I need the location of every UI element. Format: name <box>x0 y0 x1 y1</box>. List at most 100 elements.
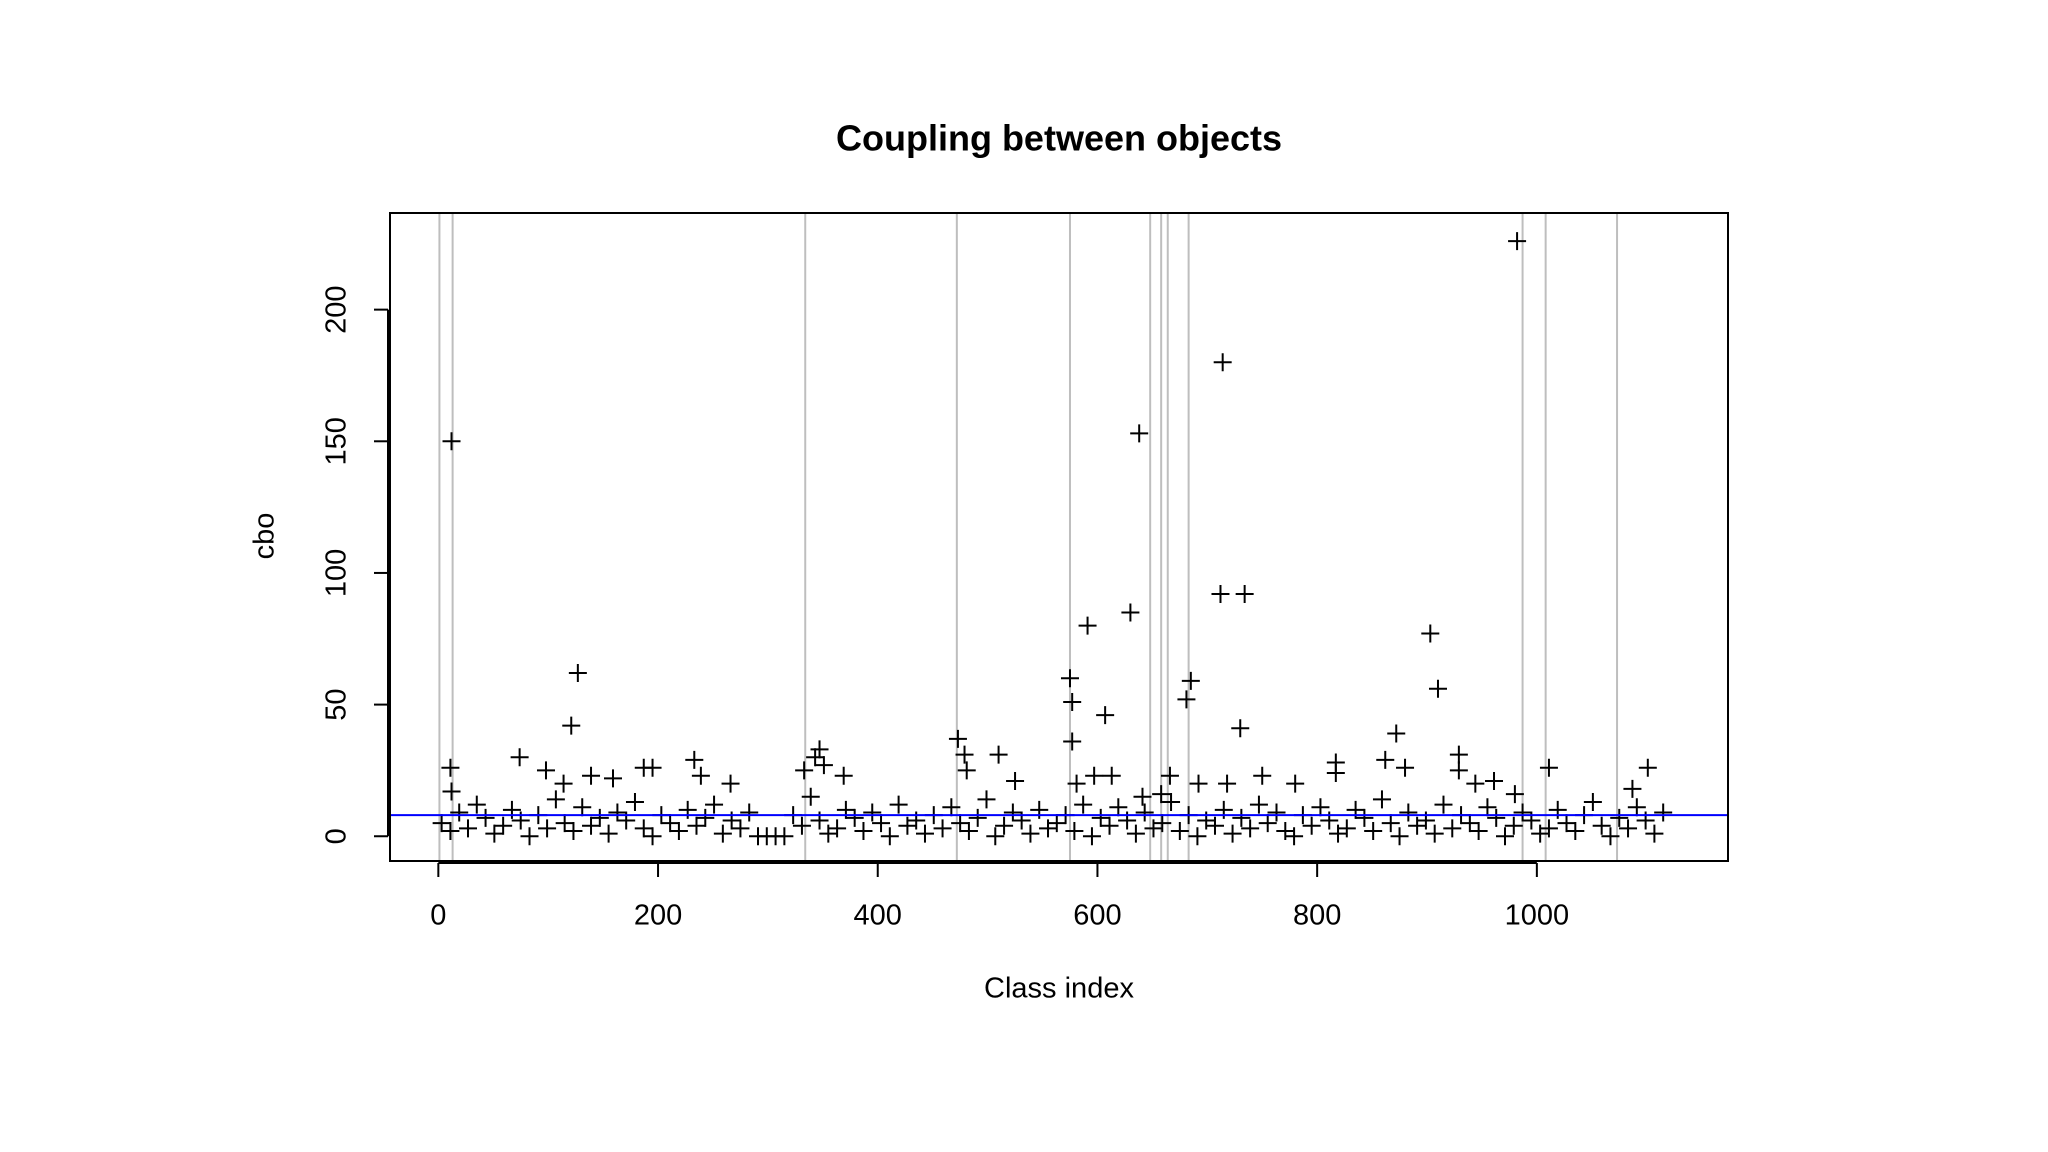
point <box>1505 785 1524 804</box>
point <box>948 729 967 748</box>
point <box>957 761 976 780</box>
point <box>810 740 829 759</box>
point <box>562 716 581 735</box>
point <box>907 811 926 830</box>
point <box>536 761 555 780</box>
chart-title: Coupling between objects <box>836 118 1282 159</box>
point <box>1469 821 1488 840</box>
x-tick-label: 400 <box>854 900 902 932</box>
point <box>608 803 627 822</box>
point <box>1223 824 1242 843</box>
point <box>691 766 710 785</box>
point <box>450 803 469 822</box>
point <box>1428 679 1447 698</box>
point <box>1211 585 1230 604</box>
point <box>1130 424 1149 443</box>
point <box>968 808 987 827</box>
point <box>1170 821 1189 840</box>
point <box>582 816 601 835</box>
point <box>1302 816 1321 835</box>
point <box>1091 808 1110 827</box>
point <box>582 766 601 785</box>
point <box>568 663 587 682</box>
point <box>933 819 952 838</box>
y-tick-label: 0 <box>321 828 353 844</box>
point <box>1522 811 1541 830</box>
point <box>1258 814 1277 833</box>
point <box>1654 803 1673 822</box>
point <box>1346 800 1365 819</box>
point <box>511 811 530 830</box>
point <box>959 821 978 840</box>
point <box>1102 766 1121 785</box>
point <box>814 756 833 775</box>
y-tick-label: 50 <box>321 688 353 720</box>
point <box>573 798 592 817</box>
point <box>705 795 724 814</box>
point <box>643 827 662 846</box>
point <box>1063 732 1082 751</box>
point <box>1539 819 1558 838</box>
point <box>625 793 644 812</box>
point <box>845 808 864 827</box>
point <box>1496 827 1514 846</box>
point <box>1100 816 1119 835</box>
point <box>1078 616 1097 635</box>
point <box>1118 811 1137 830</box>
point <box>806 748 825 767</box>
point <box>713 824 732 843</box>
point <box>1126 824 1145 843</box>
point <box>1645 824 1664 843</box>
point <box>669 821 688 840</box>
point <box>1364 821 1383 840</box>
point <box>634 819 653 838</box>
point <box>1513 803 1532 822</box>
y-tick-label: 150 <box>321 417 353 465</box>
point <box>564 821 583 840</box>
point <box>1006 771 1025 790</box>
point <box>590 808 609 827</box>
point <box>1592 816 1611 835</box>
point <box>1231 719 1250 738</box>
point <box>872 814 891 833</box>
point <box>1214 800 1233 819</box>
point <box>1466 774 1485 793</box>
point <box>1197 811 1216 830</box>
point <box>1539 758 1558 777</box>
point <box>1213 353 1232 372</box>
point <box>1241 819 1260 838</box>
point <box>1012 811 1031 830</box>
point <box>1425 824 1444 843</box>
point <box>1189 774 1208 793</box>
point <box>604 769 622 788</box>
point <box>854 821 873 840</box>
point <box>1235 585 1254 604</box>
point <box>546 790 565 809</box>
point <box>1326 764 1345 783</box>
point <box>1060 669 1079 688</box>
point <box>1253 766 1272 785</box>
point <box>1152 785 1171 804</box>
point <box>1205 816 1224 835</box>
point <box>1160 766 1179 785</box>
point <box>1121 603 1140 622</box>
x-axis-label: Class index <box>984 973 1134 1005</box>
y-tick-label: 200 <box>321 285 353 333</box>
point <box>1508 232 1527 251</box>
point <box>432 814 451 833</box>
point <box>834 766 853 785</box>
point <box>442 432 461 451</box>
point <box>1416 811 1435 830</box>
point <box>986 827 1005 846</box>
point <box>1109 798 1128 817</box>
point <box>1218 774 1237 793</box>
x-tick-label: 800 <box>1293 900 1341 932</box>
point <box>458 819 477 838</box>
point <box>520 827 539 846</box>
point <box>1627 798 1646 817</box>
point <box>828 819 847 838</box>
point <box>1030 800 1049 819</box>
point <box>1583 793 1602 812</box>
plot-area <box>390 213 1728 861</box>
y-axis-label: cbo <box>249 513 281 560</box>
